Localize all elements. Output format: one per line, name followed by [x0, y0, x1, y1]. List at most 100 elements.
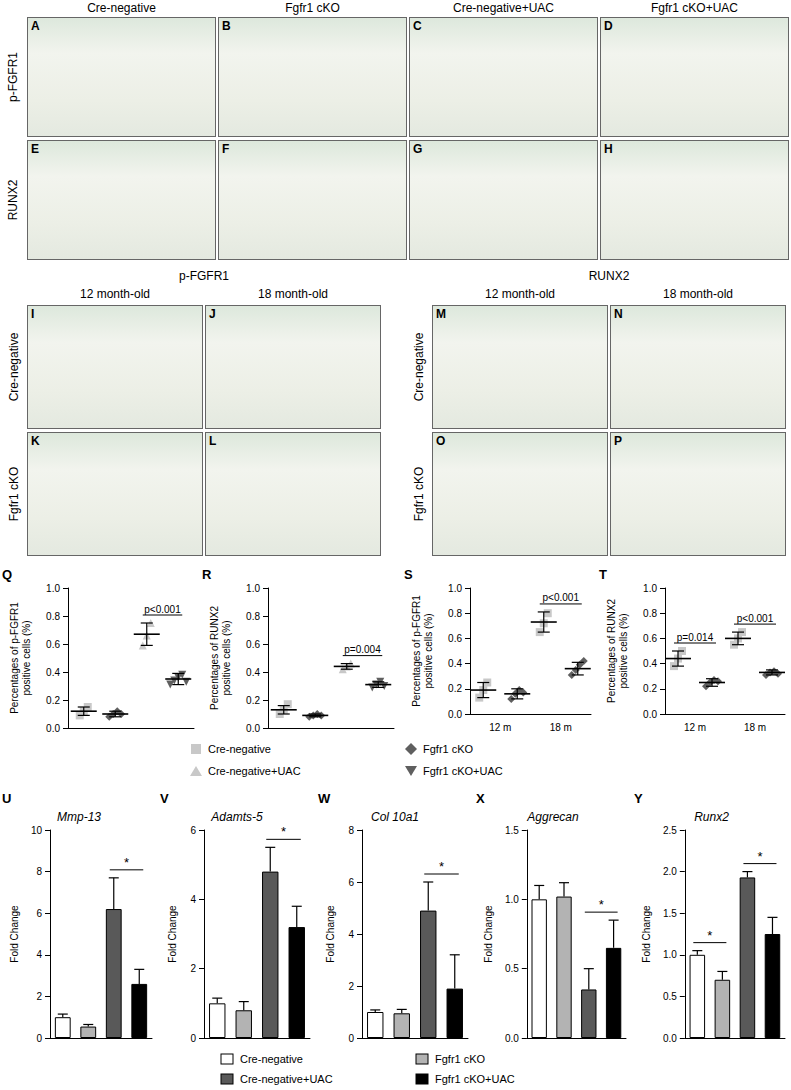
svg-text:*: * [757, 849, 762, 864]
svg-text:0.6: 0.6 [448, 633, 462, 644]
svg-text:2: 2 [348, 981, 354, 992]
svg-text:0.2: 0.2 [46, 695, 60, 706]
svg-text:positive cells (%): positive cells (%) [221, 620, 232, 695]
svg-text:Mmp-13: Mmp-13 [57, 810, 101, 824]
svg-text:0.2: 0.2 [643, 683, 657, 694]
svg-text:0.6: 0.6 [246, 639, 260, 650]
svg-text:Fold Change: Fold Change [167, 905, 178, 963]
html-text:Fgfr1 cKO+UAC: Fgfr1 cKO+UAC [651, 1, 738, 15]
svg-text:18 m: 18 m [550, 722, 572, 733]
html-text:p-FGFR1: p-FGFR1 [179, 269, 229, 283]
svg-text:10: 10 [31, 825, 43, 836]
svg-text:0.0: 0.0 [246, 723, 260, 734]
html-text:p-FGFR1: p-FGFR1 [6, 52, 20, 102]
svg-text:0.0: 0.0 [46, 723, 60, 734]
svg-text:0.0: 0.0 [643, 709, 657, 720]
svg-text:6: 6 [190, 825, 196, 836]
svg-text:6: 6 [36, 908, 42, 919]
svg-text:*: * [281, 824, 286, 839]
svg-text:1.0: 1.0 [246, 583, 260, 594]
svg-text:p=0.014: p=0.014 [677, 632, 714, 643]
svg-text:1.5: 1.5 [505, 825, 519, 836]
html-text:12 month-old: 12 month-old [80, 287, 150, 301]
svg-text:1.0: 1.0 [663, 949, 677, 960]
html-text:Cre-negative+UAC: Cre-negative+UAC [453, 1, 554, 15]
svg-text:X: X [476, 791, 485, 806]
svg-text:p<0.001: p<0.001 [144, 604, 181, 615]
svg-text:1.0: 1.0 [505, 894, 519, 905]
svg-text:0.0: 0.0 [505, 1033, 519, 1044]
svg-text:U: U [2, 791, 11, 806]
svg-text:0: 0 [348, 1033, 354, 1044]
svg-text:0.6: 0.6 [46, 639, 60, 650]
svg-text:positive cells (%): positive cells (%) [618, 613, 629, 688]
svg-text:0.8: 0.8 [448, 608, 462, 619]
svg-text:2.5: 2.5 [663, 825, 677, 836]
svg-text:0.4: 0.4 [46, 667, 60, 678]
svg-text:2: 2 [190, 963, 196, 974]
svg-text:0.6: 0.6 [643, 633, 657, 644]
svg-text:Fold Change: Fold Change [9, 905, 20, 963]
svg-text:Percentages of RUNX2: Percentages of RUNX2 [209, 606, 220, 710]
html-text:Fgfr1 cKO: Fgfr1 cKO [285, 1, 340, 15]
svg-text:Fold Change: Fold Change [325, 905, 336, 963]
svg-text:0.0: 0.0 [448, 709, 462, 720]
svg-text:0.4: 0.4 [448, 658, 462, 669]
svg-text:*: * [124, 855, 129, 870]
svg-text:4: 4 [348, 929, 354, 940]
svg-text:2: 2 [36, 991, 42, 1002]
svg-text:T: T [599, 567, 607, 582]
svg-text:0.5: 0.5 [663, 991, 677, 1002]
svg-text:4: 4 [36, 949, 42, 960]
svg-text:0.8: 0.8 [246, 611, 260, 622]
svg-text:Runx2: Runx2 [694, 810, 729, 824]
svg-text:0.4: 0.4 [246, 667, 260, 678]
svg-text:S: S [404, 567, 413, 582]
svg-text:Adamts-5: Adamts-5 [210, 810, 263, 824]
svg-text:12 m: 12 m [684, 722, 706, 733]
svg-text:p=0.004: p=0.004 [344, 644, 381, 655]
svg-text:*: * [439, 859, 444, 874]
svg-text:1.5: 1.5 [663, 908, 677, 919]
svg-text:1.0: 1.0 [643, 583, 657, 594]
svg-text:0: 0 [36, 1033, 42, 1044]
svg-text:0.8: 0.8 [46, 611, 60, 622]
svg-text:1.0: 1.0 [46, 583, 60, 594]
html-text:18 month-old: 18 month-old [258, 287, 328, 301]
svg-text:4: 4 [190, 894, 196, 905]
svg-text:0.5: 0.5 [505, 963, 519, 974]
svg-text:V: V [160, 791, 169, 806]
svg-text:6: 6 [348, 877, 354, 888]
svg-text:p<0.001: p<0.001 [737, 613, 774, 624]
svg-text:*: * [599, 897, 604, 912]
svg-text:Q: Q [2, 567, 12, 582]
svg-text:W: W [318, 791, 331, 806]
svg-text:R: R [202, 567, 212, 582]
svg-text:Percentages of p-FGFR1: Percentages of p-FGFR1 [9, 602, 20, 714]
svg-text:Percentages of p-FGFR1: Percentages of p-FGFR1 [411, 595, 422, 707]
svg-text:18 m: 18 m [744, 722, 766, 733]
svg-text:2.0: 2.0 [663, 866, 677, 877]
svg-text:Percentages of RUNX2: Percentages of RUNX2 [606, 599, 617, 703]
svg-text:0.8: 0.8 [643, 608, 657, 619]
svg-text:0.2: 0.2 [448, 683, 462, 694]
svg-text:0: 0 [190, 1033, 196, 1044]
svg-text:0.4: 0.4 [643, 658, 657, 669]
svg-text:1.0: 1.0 [448, 583, 462, 594]
svg-text:Col 10a1: Col 10a1 [371, 810, 419, 824]
svg-text:p<0.001: p<0.001 [543, 592, 580, 603]
svg-text:Aggrecan: Aggrecan [526, 810, 579, 824]
svg-text:*: * [707, 928, 712, 943]
svg-text:0.2: 0.2 [246, 695, 260, 706]
svg-text:8: 8 [36, 866, 42, 877]
svg-text:0.0: 0.0 [663, 1033, 677, 1044]
svg-text:8: 8 [348, 825, 354, 836]
svg-text:Fold Change: Fold Change [483, 905, 494, 963]
html-text:RUNX2: RUNX2 [6, 179, 20, 221]
svg-text:Y: Y [634, 791, 643, 806]
svg-text:positive cells (%): positive cells (%) [423, 613, 434, 688]
html-text:Cre-negative: Cre-negative [87, 1, 156, 15]
svg-text:Fold Change: Fold Change [641, 905, 652, 963]
svg-text:12 m: 12 m [489, 722, 511, 733]
svg-text:positive cells (%): positive cells (%) [21, 620, 32, 695]
